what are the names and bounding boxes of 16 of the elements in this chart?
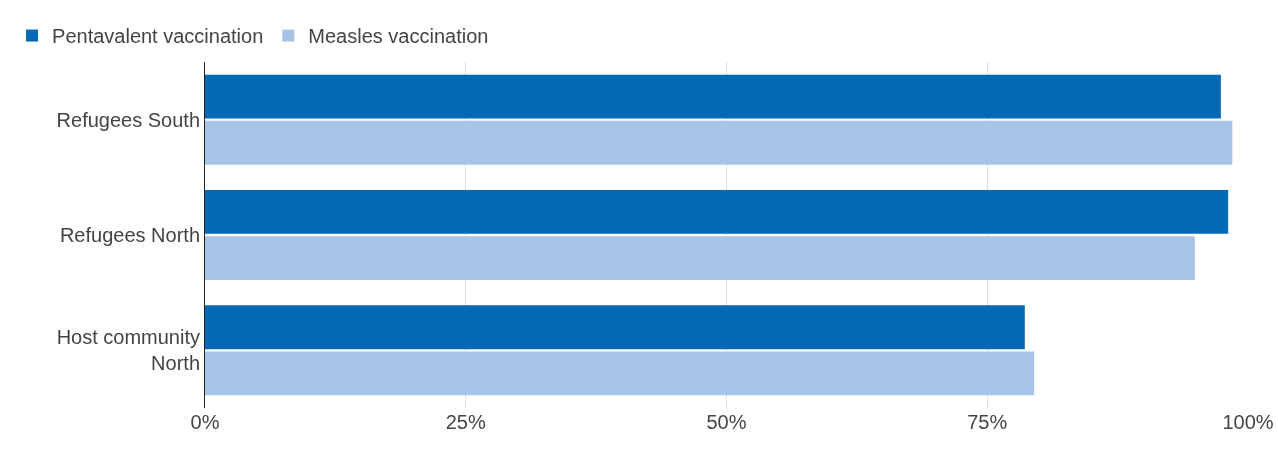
bar: [205, 74, 1221, 119]
y-tick-label: Refugees South: [56, 108, 200, 131]
legend-label: Pentavalent vaccination: [52, 25, 264, 48]
x-tick-label: 25%: [445, 411, 486, 433]
bar: [205, 305, 1025, 350]
y-tick-label: Refugees North: [59, 224, 200, 246]
x-tick-label: 100%: [1222, 411, 1274, 433]
bar: [205, 120, 1233, 165]
x-tick-label: 50%: [706, 411, 747, 433]
bar: [205, 236, 1195, 280]
x-tick-label: 75%: [967, 411, 1008, 433]
y-tick-label: Host community North: [56, 326, 200, 375]
legend-label: Measles vaccination: [308, 25, 489, 48]
x-tick-label: 0%: [190, 411, 220, 433]
bar: [205, 351, 1035, 396]
bar: [205, 190, 1229, 234]
